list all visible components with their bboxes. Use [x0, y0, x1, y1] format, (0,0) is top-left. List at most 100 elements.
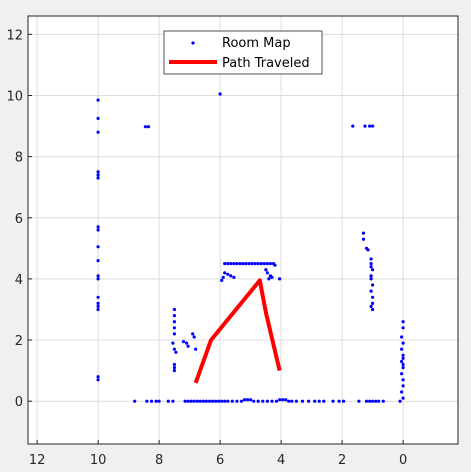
- room-map-point: [223, 399, 227, 403]
- room-map-point: [273, 263, 277, 267]
- room-map-point: [192, 399, 196, 403]
- room-map-point: [194, 347, 198, 351]
- x-tick-label: 10: [90, 453, 107, 468]
- room-map-point: [238, 262, 242, 266]
- room-map-point: [401, 326, 405, 330]
- room-map-point: [287, 399, 291, 403]
- room-map-point: [229, 262, 233, 266]
- x-tick-label: 2: [338, 453, 346, 468]
- room-map-point: [96, 295, 100, 299]
- room-map-point: [331, 399, 335, 403]
- room-map-point: [401, 341, 405, 345]
- y-tick-label: 0: [15, 395, 23, 410]
- room-map-point: [313, 399, 317, 403]
- room-map-point: [241, 262, 245, 266]
- room-map-point: [262, 262, 266, 266]
- room-map-point: [377, 399, 381, 403]
- room-map-point: [371, 124, 375, 128]
- y-tick-label: 12: [6, 28, 23, 43]
- y-tick-label: 6: [15, 212, 23, 227]
- room-map-point: [371, 399, 375, 403]
- room-map-point: [264, 268, 268, 272]
- room-map-point: [249, 398, 253, 402]
- room-map-point: [371, 295, 375, 299]
- room-map-point: [96, 98, 100, 102]
- room-map-point: [96, 274, 100, 278]
- room-map-point: [253, 262, 257, 266]
- room-map-point: [371, 307, 375, 312]
- room-map-point: [220, 278, 224, 282]
- room-map-point: [252, 399, 256, 403]
- room-map-point: [371, 268, 375, 272]
- room-map-point: [207, 399, 212, 403]
- room-map-point: [96, 245, 100, 249]
- room-map-point: [342, 399, 346, 403]
- room-map-point: [278, 398, 282, 402]
- room-map-point: [223, 262, 227, 266]
- y-tick-label: 2: [15, 334, 23, 349]
- room-map-point: [172, 307, 176, 312]
- room-map-point: [369, 304, 373, 308]
- room-map-point: [357, 399, 361, 403]
- room-map-point: [172, 320, 176, 324]
- room-map-point: [229, 274, 233, 278]
- room-map-point: [364, 399, 369, 403]
- room-map-point: [226, 262, 230, 266]
- room-map-point: [157, 399, 161, 403]
- room-map-point: [214, 399, 218, 403]
- room-map-point: [96, 304, 100, 308]
- room-map-point: [185, 341, 189, 345]
- room-map-point: [369, 265, 373, 269]
- room-map-point: [261, 399, 265, 403]
- room-map-point: [244, 262, 248, 266]
- legend-label-path-traveled: Path Traveled: [222, 56, 310, 71]
- room-map-point: [166, 399, 170, 403]
- room-map-point: [374, 399, 378, 403]
- room-map-point: [96, 228, 100, 232]
- room-map-point: [322, 399, 326, 403]
- room-map-point: [294, 399, 298, 403]
- y-axis-tick-labels: 0 2 4 6 8 10 12: [6, 28, 23, 410]
- room-map-point: [96, 130, 100, 134]
- axes-frame: [27, 15, 459, 445]
- room-map-point: [300, 399, 305, 403]
- x-tick-label: 8: [155, 453, 163, 468]
- room-map-point: [259, 262, 263, 266]
- room-map-point: [281, 398, 285, 402]
- path-traveled-line: [193, 278, 282, 384]
- room-map-point: [210, 399, 215, 403]
- room-map-point: [366, 248, 370, 252]
- room-map-point: [381, 399, 385, 403]
- room-map-point: [223, 271, 227, 275]
- room-map-point: [256, 399, 260, 403]
- room-map-point: [239, 399, 244, 403]
- room-map-point: [96, 375, 100, 379]
- legend: Room Map Path Traveled: [163, 30, 323, 75]
- room-map-point: [172, 369, 176, 373]
- room-map-point: [218, 92, 222, 96]
- room-map-point: [401, 320, 405, 324]
- room-map-point: [401, 366, 405, 370]
- room-map-point: [171, 399, 175, 403]
- room-map-point: [398, 399, 402, 403]
- room-map-point: [192, 335, 196, 339]
- room-map-point: [267, 277, 271, 281]
- legend-label-room-map: Room Map: [222, 36, 291, 51]
- room-map-point: [400, 372, 404, 376]
- room-map-point: [290, 399, 294, 403]
- room-map-point: [204, 399, 208, 403]
- room-map-point: [186, 344, 190, 348]
- room-map-point: [143, 125, 147, 129]
- path-traveled-series: [193, 278, 282, 384]
- room-map-point: [172, 347, 176, 351]
- room-map-point: [369, 277, 373, 281]
- room-map-point: [401, 353, 405, 357]
- room-map-point: [400, 359, 404, 364]
- room-map-point: [230, 399, 234, 403]
- x-tick-label: 6: [216, 453, 224, 468]
- room-map-point: [361, 231, 366, 235]
- room-map-point: [146, 125, 151, 129]
- room-map-point: [400, 347, 404, 351]
- room-map-point: [317, 399, 321, 403]
